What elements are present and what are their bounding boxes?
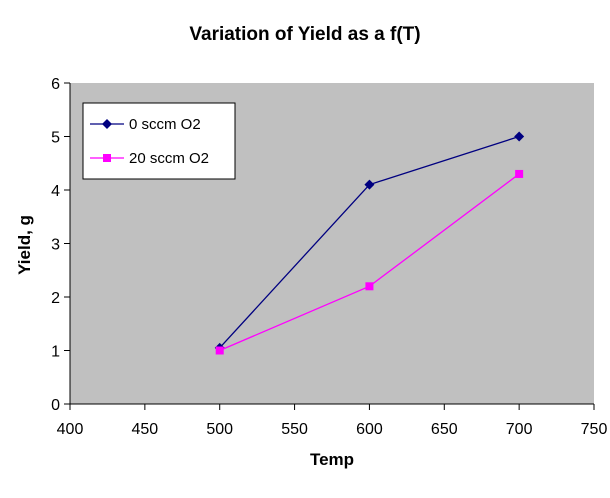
- x-tick-label: 750: [581, 421, 608, 438]
- y-tick-label: 0: [51, 397, 60, 414]
- x-tick-label: 500: [206, 421, 233, 438]
- x-axis-label: Temp: [310, 450, 354, 469]
- legend-box: [83, 103, 235, 179]
- x-tick-label: 700: [506, 421, 533, 438]
- legend-label: 20 sccm O2: [129, 150, 209, 167]
- legend: 0 sccm O2 20 sccm O2: [83, 103, 235, 179]
- data-point: [365, 282, 373, 290]
- x-tick-label: 600: [356, 421, 383, 438]
- x-tick-label: 650: [431, 421, 458, 438]
- data-point: [216, 347, 224, 355]
- x-tick-label: 550: [281, 421, 308, 438]
- chart-title: Variation of Yield as a f(T): [189, 24, 420, 45]
- y-tick-label: 4: [51, 183, 60, 200]
- legend-swatch-marker: [103, 154, 111, 162]
- y-tick-label: 1: [51, 344, 60, 361]
- legend-label: 0 sccm O2: [129, 116, 201, 133]
- y-tick-label: 5: [51, 130, 60, 147]
- y-tick-label: 2: [51, 290, 60, 307]
- data-point: [515, 170, 523, 178]
- y-tick-label: 6: [51, 76, 60, 93]
- x-tick-label: 400: [57, 421, 84, 438]
- y-axis-label: Yield, g: [15, 215, 34, 275]
- y-tick-label: 3: [51, 237, 60, 254]
- x-tick-label: 450: [132, 421, 159, 438]
